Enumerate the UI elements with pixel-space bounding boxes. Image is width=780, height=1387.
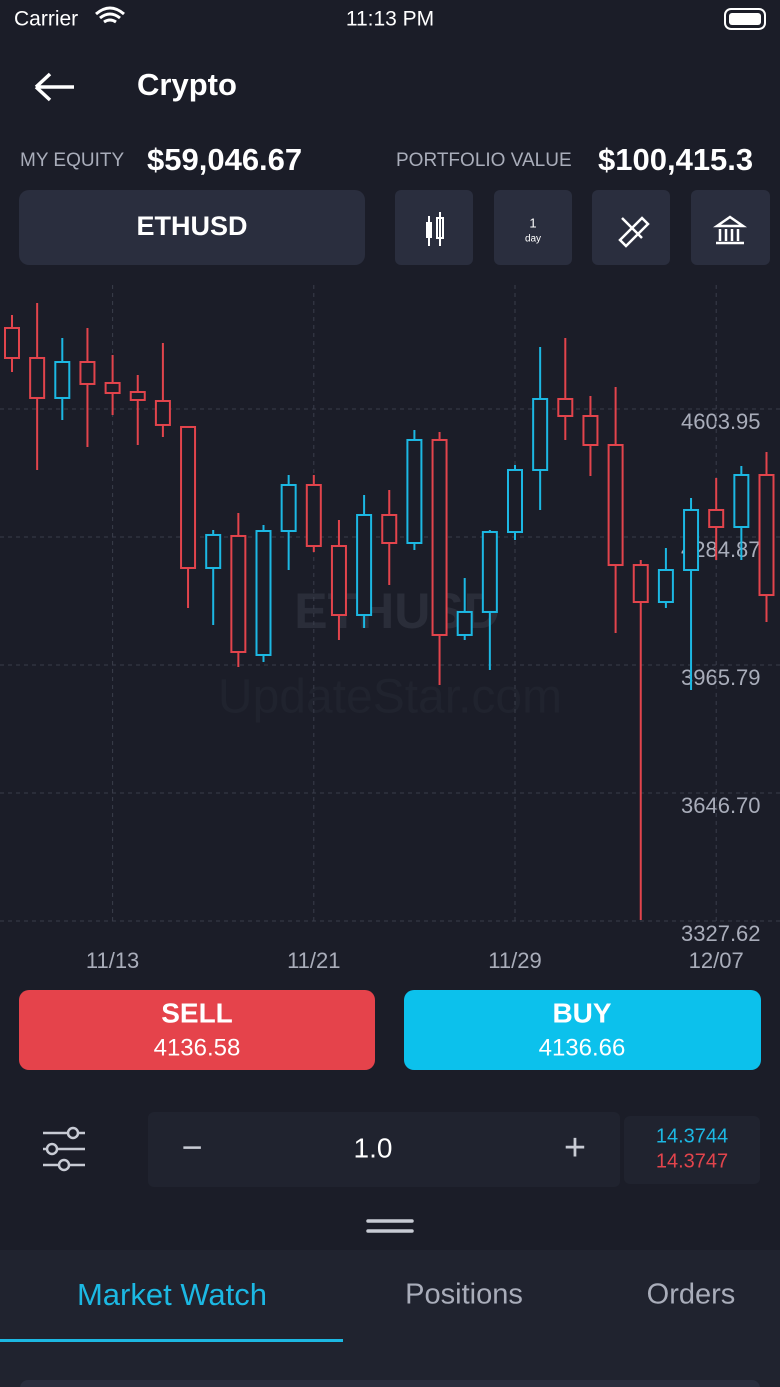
buy-button[interactable] <box>404 990 761 1070</box>
candle-body <box>507 468 523 534</box>
candle-body <box>129 391 146 401</box>
sell-button[interactable] <box>19 990 375 1070</box>
candle-body <box>4 326 20 359</box>
settings-button[interactable] <box>43 1126 85 1172</box>
candle-body <box>356 514 373 617</box>
back-button[interactable] <box>34 72 74 102</box>
portfolio-value: $100,415.3 <box>598 142 753 177</box>
candle-body <box>29 356 46 399</box>
increase-button[interactable]: + <box>564 1127 586 1169</box>
candle-body <box>104 381 121 395</box>
tab-bar <box>0 1250 780 1387</box>
x-tick-label: 11/29 <box>488 948 541 973</box>
quantity-box <box>148 1112 620 1187</box>
spread-bid: 14.3744 <box>656 1125 728 1147</box>
x-tick-label: 11/21 <box>287 948 340 973</box>
candle-body <box>431 438 448 636</box>
candle-body <box>708 508 725 528</box>
battery-level <box>729 13 761 25</box>
candle-body <box>406 438 423 545</box>
indicators-button[interactable] <box>691 190 770 265</box>
candle-body <box>481 531 498 613</box>
interval-unit: day <box>525 234 541 245</box>
quantity[interactable]: 1.0 <box>354 1132 393 1163</box>
candle-body <box>456 610 473 636</box>
interval-button[interactable] <box>494 190 572 265</box>
candle-body <box>532 397 549 471</box>
wifi-icon <box>95 6 125 24</box>
candle-body <box>79 361 96 385</box>
candle-body <box>733 474 750 528</box>
x-tick-label: 12/07 <box>689 948 744 973</box>
buy-price: 4136.66 <box>539 1034 626 1061</box>
battery-icon <box>724 8 766 30</box>
x-tick-label: 11/13 <box>86 948 139 973</box>
buy-label: BUY <box>552 997 611 1028</box>
candle-body <box>657 568 674 604</box>
page-title: Crypto <box>137 67 237 102</box>
y-tick-label: 3327.62 <box>681 921 761 946</box>
interval-count: 1 <box>529 215 536 230</box>
spread-ask: 14.3747 <box>656 1150 728 1172</box>
equity-value: $59,046.67 <box>147 142 302 177</box>
candle-body <box>330 545 347 617</box>
candle-body <box>154 399 171 426</box>
tab[interactable]: Positions <box>405 1279 523 1311</box>
candle-body <box>305 483 322 548</box>
candle-body <box>758 474 775 597</box>
sell-price: 4136.58 <box>154 1034 241 1061</box>
y-tick-label: 4603.95 <box>681 409 761 434</box>
candle-body <box>180 425 197 569</box>
symbol-button[interactable] <box>19 190 365 265</box>
equity-label: MY EQUITY <box>20 150 124 171</box>
symbol: ETHUSD <box>136 211 247 241</box>
candle-body <box>632 564 649 604</box>
portfolio-label: PORTFOLIO VALUE <box>396 150 572 171</box>
drag-handle[interactable] <box>366 1219 414 1233</box>
candle-icon <box>436 217 444 239</box>
candle-body <box>607 443 624 567</box>
candle-body <box>54 361 71 399</box>
candle-body <box>683 508 700 571</box>
bank-icon <box>712 215 748 245</box>
candle-body <box>255 530 272 657</box>
list-item <box>20 1380 760 1387</box>
y-tick-label: 3646.70 <box>681 793 761 818</box>
spread-box <box>624 1116 760 1184</box>
carrier: Carrier <box>14 8 78 31</box>
tab[interactable]: Market Watch <box>77 1277 267 1312</box>
candle-body <box>557 397 574 417</box>
chart-type-button[interactable] <box>395 190 473 265</box>
tab[interactable]: Orders <box>647 1279 736 1311</box>
y-tick-label: 3965.79 <box>681 665 761 690</box>
candle-body <box>280 483 297 533</box>
draw-icon <box>618 216 650 248</box>
candle-body <box>205 533 222 569</box>
decrease-button[interactable]: − <box>181 1127 202 1168</box>
candle-body <box>582 414 599 446</box>
candle-body <box>381 514 398 545</box>
sell-label: SELL <box>161 997 233 1028</box>
candle-icon <box>426 222 432 238</box>
tab-indicator <box>0 1339 343 1342</box>
candle-body <box>230 534 247 653</box>
watermark-source: UpdateStar.com <box>218 671 562 724</box>
clock: 11:13 PM <box>346 8 434 31</box>
chart: ETHUSD UpdateStar.com 3327.623646.703965… <box>0 285 780 973</box>
